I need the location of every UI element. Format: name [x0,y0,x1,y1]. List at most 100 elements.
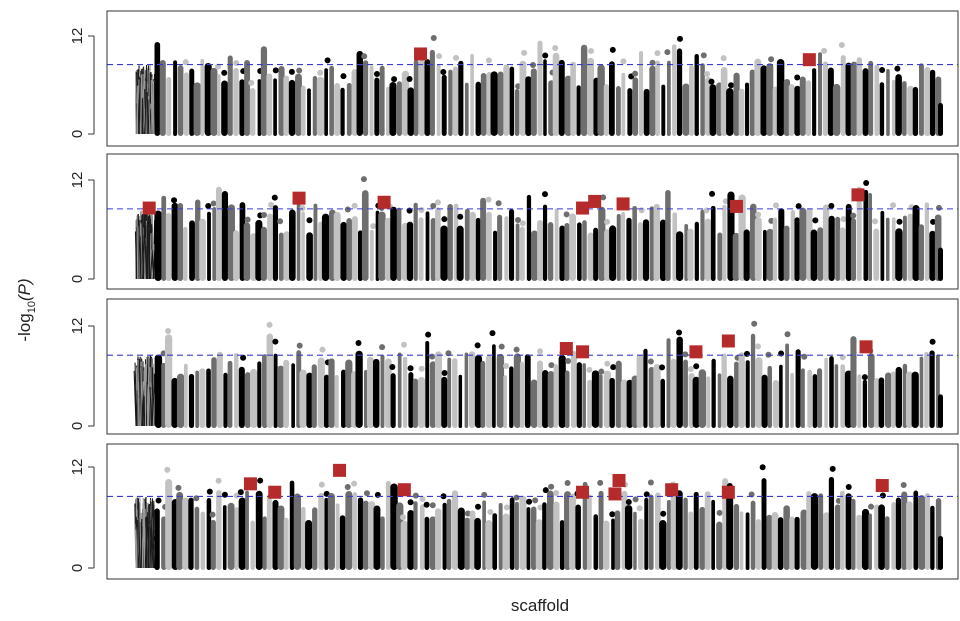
scaffold-column [538,41,543,136]
scaffold-column [486,355,492,428]
snp-point [717,510,723,516]
scaffold-column [739,352,745,428]
scaffold-column [604,84,609,136]
scaffold-column [746,360,750,428]
scaffold-column [850,336,856,428]
snp-point [430,502,436,508]
snp-point [165,328,171,334]
scaffold-column [712,359,716,428]
snp-point [532,497,538,503]
scaffold-column [667,338,671,428]
scaffold-column [493,231,497,281]
snp-point [760,464,766,470]
scaffold-column [632,206,637,281]
scaffold-column [817,368,822,428]
highlighted-snp-marker [588,195,601,208]
scaffold-column [841,55,846,136]
scaffold-column [582,363,586,428]
scaffold-column [785,344,789,428]
scaffold-column [938,103,943,136]
scaffold-column [380,66,385,136]
scaffold-column [160,60,166,136]
snp-point [138,520,139,568]
snp-point [299,205,305,211]
scaffold-column [273,78,277,136]
snp-point [839,42,845,48]
snp-point [850,213,856,219]
scaffold-column [437,64,441,136]
scaffold-column [929,350,934,428]
scaffold-column [537,360,543,428]
scaffold-column [318,493,324,570]
scaffold-column [537,220,543,281]
snp-point [648,479,654,485]
scaffold-column [766,229,773,281]
scaffold-column [706,376,710,428]
scaffold-column [312,507,317,570]
scaffold-column [464,518,470,570]
scaffold-column [863,380,867,428]
scaffold-column [274,354,278,428]
scaffold-column [234,353,238,428]
scaffold-column [851,62,858,136]
panel-1: 012 [69,11,958,146]
snp-point [897,219,903,225]
snp-point [272,195,278,201]
scaffold-column [609,225,616,281]
highlighted-snp-marker [576,345,589,358]
snp-point [552,45,558,51]
scaffold-column [569,213,576,281]
snp-point [708,79,714,85]
scaffold-column [639,51,643,136]
scaffold-column [307,88,311,136]
scaffold-column [857,374,861,428]
snp-point [879,67,885,73]
scaffold-column [306,232,313,281]
scaffold-column [267,494,272,570]
scaffold-column [347,83,352,136]
scaffold-column [324,68,328,136]
scaffold-column [829,216,835,281]
snp-point [175,485,181,491]
snp-point [408,365,414,371]
scaffold-column [211,520,216,570]
snp-point [475,504,481,510]
snp-point [704,71,710,77]
scaffold-column [896,367,902,428]
snp-point [862,374,868,380]
scaffold-column [531,68,537,136]
highlighted-snp-marker [143,202,156,215]
snp-point [768,56,774,62]
highlighted-snp-marker [803,53,816,66]
snp-point [901,482,907,488]
scaffold-column [425,341,429,428]
snp-point [548,362,554,368]
y-tick-label: 0 [69,130,86,138]
scaffold-column [283,76,289,136]
x-axis-title: scaffold [511,596,569,615]
scaffold-column [336,503,340,570]
scaffold-column [603,520,609,570]
highlighted-snp-marker [876,479,889,492]
snp-point [487,509,493,515]
scaffold-column [239,497,246,570]
scaffold-column [930,70,935,136]
scaffold-column [334,83,340,136]
scaffold-column [480,361,485,428]
scaffold-column [800,77,806,136]
scaffold-column [806,491,811,570]
snp-point [401,342,407,348]
scaffold-column [548,222,554,281]
scaffold-column [817,227,823,281]
scaffold-column [638,222,643,281]
snp-point [364,490,370,496]
scaffold-column [676,490,683,570]
scaffold-column [492,344,496,428]
snp-point [419,496,425,502]
scaffold-column [643,219,649,281]
scaffold-column [370,230,374,281]
scaffold-column [340,88,344,136]
snp-point [894,66,900,72]
snp-point [238,489,244,495]
snp-point [504,504,510,510]
